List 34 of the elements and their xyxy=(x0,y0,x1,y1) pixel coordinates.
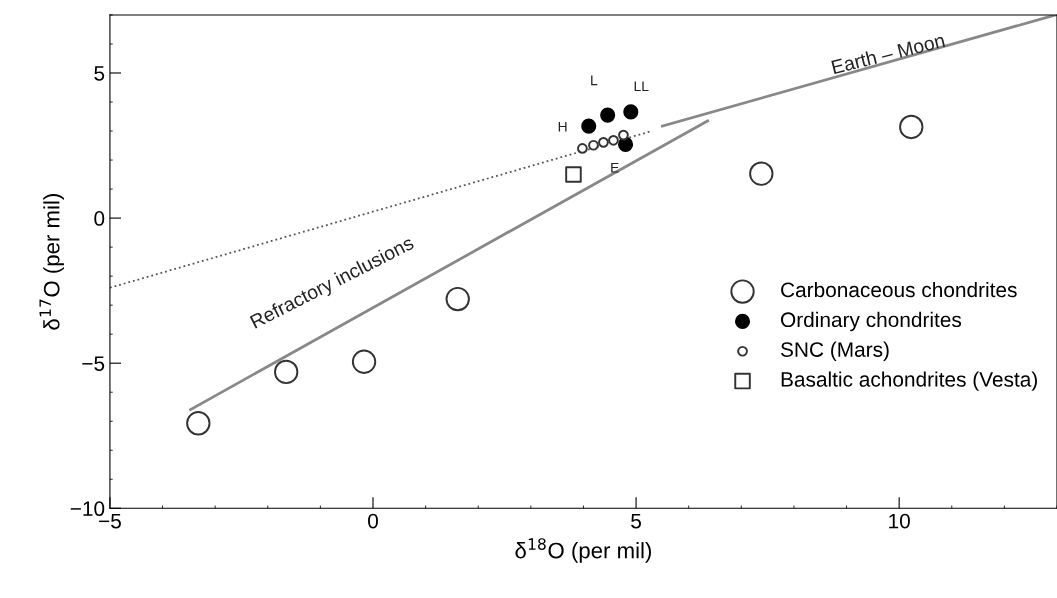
x-tick-label: 5 xyxy=(631,513,641,529)
y-tick-label: 5 xyxy=(94,66,105,81)
annotation: L xyxy=(591,75,598,86)
point xyxy=(598,136,609,148)
y-tick-label: −5 xyxy=(82,356,105,371)
y-tick-label: 0 xyxy=(94,211,105,226)
x-tick-label: 10 xyxy=(889,513,910,529)
point xyxy=(577,143,588,154)
point xyxy=(186,411,211,436)
legend-label: Basaltic achondrites (Vesta) xyxy=(781,371,1037,391)
point xyxy=(600,107,616,123)
point xyxy=(899,114,924,140)
point xyxy=(588,139,599,151)
annotation: E xyxy=(611,162,619,173)
y-axis-title: δ$^{17}$O (per mil) xyxy=(39,194,64,330)
annotation: H xyxy=(558,121,567,132)
x-axis-title: δ$^{18}$O (per mil) xyxy=(515,538,652,563)
point xyxy=(351,349,377,374)
point xyxy=(618,129,629,141)
point xyxy=(581,118,597,134)
point xyxy=(445,286,470,312)
point xyxy=(749,161,774,186)
point xyxy=(608,134,619,146)
point xyxy=(618,136,634,152)
annotation: LL xyxy=(634,81,649,92)
legend-label: Ordinary chondrites xyxy=(781,311,962,332)
point xyxy=(274,359,299,385)
x-tick-label: 0 xyxy=(368,513,378,529)
y-tick-label: −10 xyxy=(70,501,105,517)
point xyxy=(623,104,639,120)
point xyxy=(565,166,582,183)
annotation: Earth – Moon xyxy=(831,32,946,75)
legend-label: Carbonaceous chondrites xyxy=(781,281,1017,298)
legend-label: SNC (Mars) xyxy=(780,341,889,362)
